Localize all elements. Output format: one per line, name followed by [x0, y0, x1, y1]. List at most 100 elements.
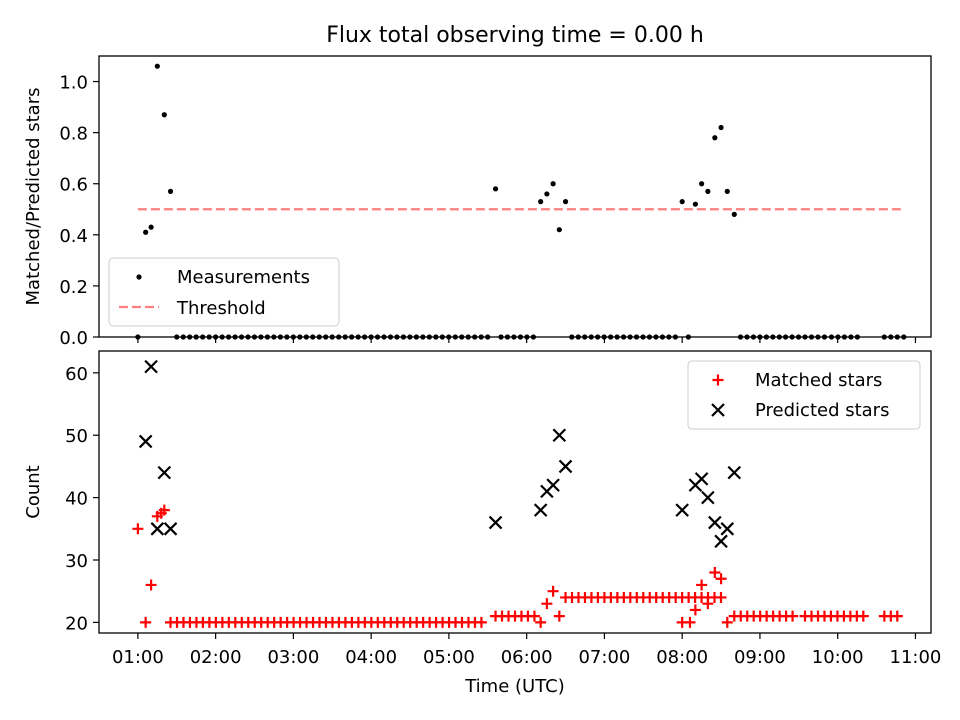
data-point	[808, 334, 815, 340]
legend-label-predicted: Predicted stars	[755, 400, 889, 421]
data-point	[659, 334, 666, 340]
data-point	[679, 199, 685, 205]
data-point	[361, 334, 368, 340]
legend-label-matched: Matched stars	[755, 370, 882, 391]
data-point	[524, 334, 530, 340]
data-point	[750, 334, 757, 340]
data-point	[881, 334, 887, 340]
data-point	[701, 490, 715, 505]
data-point	[627, 334, 633, 340]
data-point	[148, 224, 154, 230]
data-point	[439, 334, 445, 340]
data-point	[763, 334, 770, 340]
data-point	[157, 465, 172, 480]
data-point	[544, 191, 550, 197]
data-point	[316, 334, 322, 340]
data-point	[193, 334, 199, 340]
plot-area	[135, 63, 907, 340]
x-tick-label: 02:00	[190, 647, 242, 668]
x-tick-label: 07:00	[578, 647, 630, 668]
data-point	[400, 334, 407, 340]
data-point	[132, 523, 144, 535]
data-point	[841, 334, 848, 340]
data-point	[694, 472, 709, 486]
data-point	[511, 334, 517, 340]
data-point	[685, 334, 691, 340]
data-point	[795, 334, 802, 340]
data-point	[724, 188, 730, 194]
data-point	[776, 334, 782, 340]
data-point	[888, 334, 894, 340]
data-point	[368, 334, 374, 340]
data-point	[478, 334, 484, 340]
data-point	[588, 334, 594, 340]
data-point	[699, 181, 705, 187]
legend-label-threshold: Threshold	[176, 298, 266, 319]
x-tick-label: 09:00	[734, 647, 786, 668]
data-point	[714, 534, 728, 549]
data-point	[180, 334, 186, 340]
y-tick-label: 40	[65, 489, 88, 510]
data-point	[329, 334, 335, 340]
data-point	[407, 334, 413, 340]
data-point	[140, 616, 152, 628]
data-point	[472, 334, 478, 340]
data-point	[737, 334, 744, 340]
data-point	[213, 334, 219, 340]
data-point	[349, 334, 355, 340]
data-point	[640, 334, 646, 340]
data-point	[727, 465, 742, 480]
chart-title: Flux total observing time = 0.00 h	[326, 23, 704, 48]
y-tick-label: 0.6	[59, 175, 88, 196]
data-point	[530, 334, 536, 340]
data-point	[720, 522, 735, 536]
legend-frame	[687, 360, 921, 430]
x-tick-label: 08:00	[656, 647, 708, 668]
x-axis-label: Time (UTC)	[464, 676, 565, 697]
data-point	[342, 334, 348, 340]
data-point	[492, 186, 499, 192]
data-point	[355, 334, 361, 340]
data-point	[485, 334, 491, 340]
data-point	[258, 334, 264, 340]
y-tick-label: 0.0	[59, 328, 88, 349]
data-point	[689, 604, 701, 616]
data-point	[381, 334, 387, 340]
data-point	[891, 610, 903, 622]
data-point	[708, 515, 722, 530]
data-point	[420, 334, 426, 340]
data-point	[815, 334, 821, 340]
data-point	[696, 579, 708, 591]
data-point	[297, 334, 303, 340]
data-point	[709, 566, 721, 578]
data-point	[821, 334, 828, 340]
data-point	[446, 334, 452, 340]
data-point	[712, 374, 724, 386]
data-point	[245, 334, 251, 340]
data-point	[770, 334, 776, 340]
y-axis-label: Count	[23, 465, 44, 518]
data-point	[284, 334, 290, 340]
data-point	[452, 334, 458, 340]
data-point	[731, 211, 737, 217]
data-point	[158, 504, 170, 516]
legend: Matched stars Predicted stars	[687, 360, 921, 430]
data-point	[336, 334, 342, 340]
x-tick-label: 04:00	[345, 647, 397, 668]
data-point	[857, 610, 869, 622]
y-tick-label: 0.2	[59, 277, 88, 298]
data-point	[744, 334, 750, 340]
plot-area	[132, 359, 903, 628]
y-tick-label: 60	[65, 364, 88, 385]
data-point	[303, 334, 309, 340]
data-point	[498, 334, 504, 340]
y-tick-label: 50	[65, 426, 88, 447]
data-point	[614, 334, 620, 340]
data-point	[711, 403, 725, 417]
data-point	[692, 201, 698, 207]
data-point	[310, 334, 316, 340]
data-point	[154, 63, 160, 69]
data-point	[848, 334, 854, 340]
data-point	[251, 334, 258, 340]
